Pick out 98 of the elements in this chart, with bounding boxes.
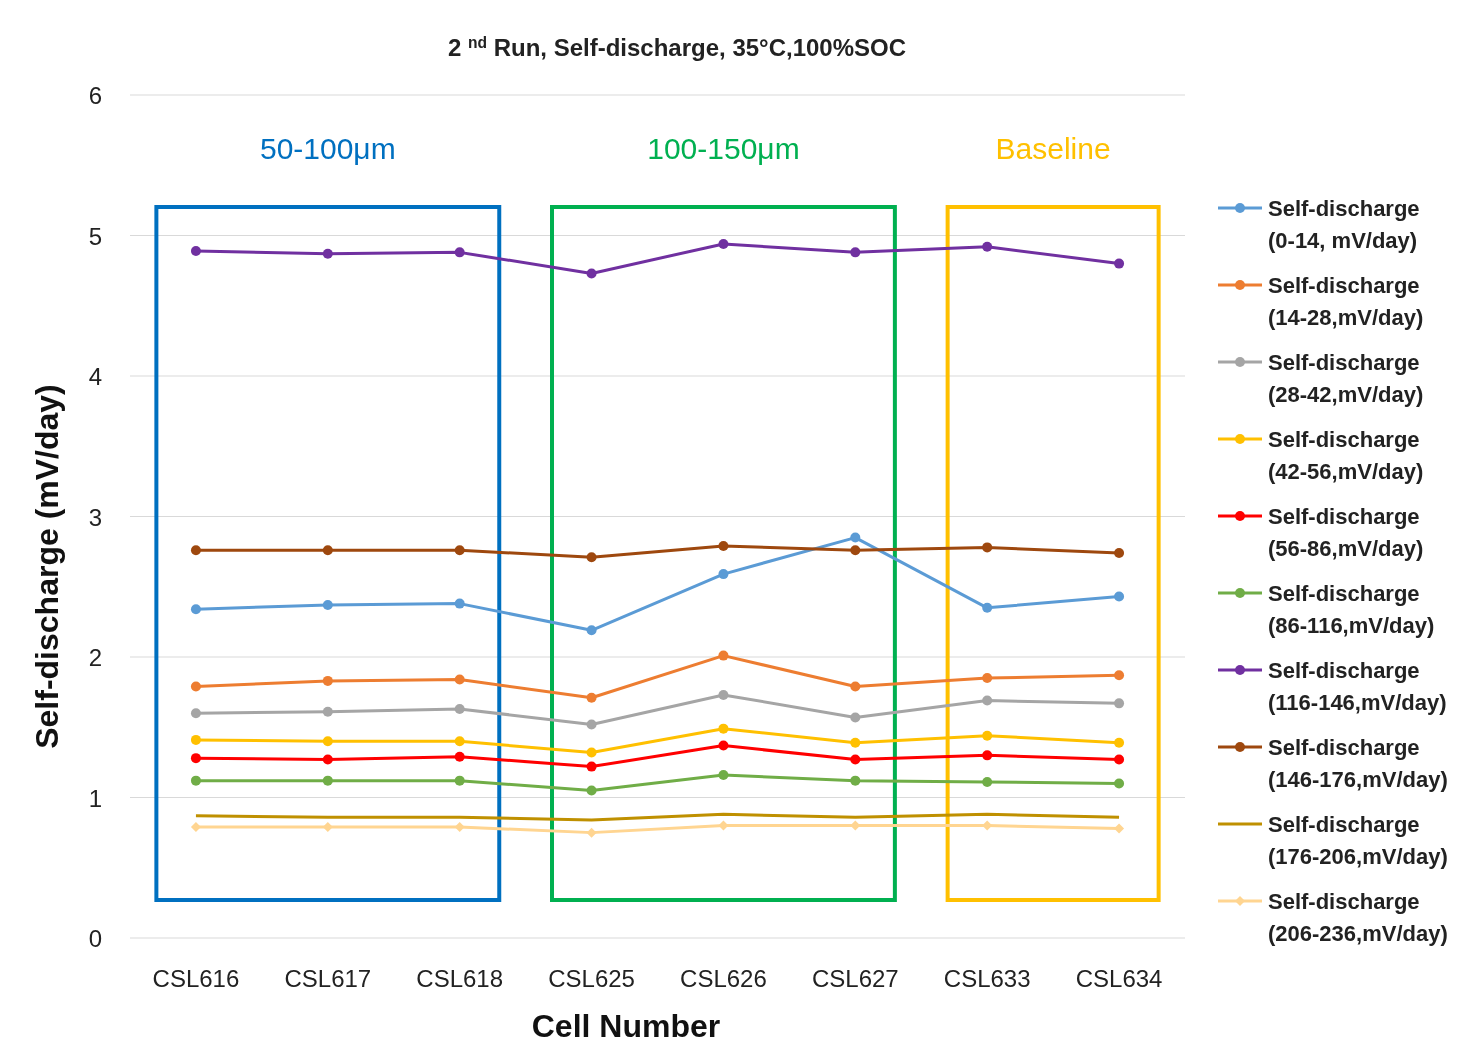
point <box>982 542 993 553</box>
point <box>850 681 861 692</box>
point <box>718 569 729 580</box>
point <box>718 770 729 781</box>
point <box>586 692 597 703</box>
point <box>1114 548 1125 559</box>
point <box>190 681 201 692</box>
point <box>586 268 597 279</box>
annotation: 100-150μm <box>647 132 800 165</box>
point <box>322 600 333 611</box>
point <box>850 737 861 748</box>
point <box>1114 754 1125 765</box>
point <box>586 785 597 796</box>
legend-label: Self-discharge (14-28,mV/day) <box>1268 273 1424 330</box>
y-tick-label: 3 <box>88 503 102 531</box>
point <box>1114 778 1125 789</box>
y-tick-label: 1 <box>88 784 102 812</box>
point <box>850 532 861 543</box>
x-tick-label: CSL634 <box>1075 965 1163 992</box>
x-tick-label: CSL618 <box>416 965 504 992</box>
legend-label: Self-discharge (56-86,mV/day) <box>1268 504 1424 561</box>
point <box>586 552 597 563</box>
point <box>1114 670 1125 681</box>
point <box>454 736 465 747</box>
point <box>190 708 201 719</box>
point <box>1114 737 1125 748</box>
point <box>322 754 333 765</box>
point <box>982 730 993 741</box>
legend-label: Self-discharge (0-14, mV/day) <box>1268 196 1420 253</box>
x-tick-label: CSL625 <box>548 965 635 992</box>
legend-label: Self-discharge (146-176,mV/day) <box>1268 735 1448 792</box>
point <box>1114 823 1125 834</box>
point <box>718 238 729 249</box>
point <box>718 650 729 661</box>
y-tick-label: 0 <box>88 925 102 952</box>
x-tick-label: CSL617 <box>284 965 372 992</box>
point <box>322 545 333 556</box>
point <box>718 541 729 552</box>
point <box>982 695 993 706</box>
point <box>1114 591 1125 602</box>
point <box>454 751 465 762</box>
y-axis-title: Self-discharge (mV/day) <box>29 384 65 749</box>
y-tick-label: 5 <box>88 222 102 250</box>
point <box>850 754 861 765</box>
point <box>586 625 597 636</box>
point <box>586 827 597 838</box>
point <box>322 675 333 686</box>
point <box>190 604 201 615</box>
y-tick-label: 4 <box>88 363 102 390</box>
x-tick-label: CSL626 <box>680 965 767 992</box>
x-tick-label: CSL627 <box>811 965 899 992</box>
point <box>982 750 993 761</box>
point <box>454 545 465 556</box>
point <box>850 712 861 723</box>
point <box>322 706 333 717</box>
point <box>190 245 201 256</box>
legend-label: Self-discharge (206-236,mV/day) <box>1268 889 1448 946</box>
legend-label: Self-discharge (42-56,mV/day) <box>1268 427 1424 484</box>
point <box>454 703 465 714</box>
point <box>190 545 201 556</box>
legend-label: Self-discharge (86-116,mV/day) <box>1268 581 1435 638</box>
point <box>982 241 993 252</box>
point <box>850 545 861 556</box>
point <box>586 761 597 772</box>
point <box>718 723 729 734</box>
point <box>322 736 333 747</box>
annotation: 50-100μm <box>259 132 396 165</box>
point <box>454 674 465 685</box>
point <box>190 734 201 745</box>
point <box>586 747 597 758</box>
point <box>322 248 333 259</box>
point <box>850 247 861 258</box>
point <box>454 598 465 609</box>
point <box>982 673 993 684</box>
point <box>586 719 597 730</box>
point <box>982 602 993 613</box>
chart-title: 2 $^{nd}$ Run, Self-discharge, 35°C,100%SOC <box>447 33 907 61</box>
point <box>1114 698 1125 709</box>
annotation: Baseline <box>995 132 1111 165</box>
legend-label: Self-discharge (28-42,mV/day) <box>1268 350 1424 407</box>
point <box>190 753 201 764</box>
x-tick-label: CSL616 <box>152 965 240 992</box>
point <box>718 689 729 700</box>
point <box>718 740 729 751</box>
x-axis-title: Cell Number <box>531 1008 721 1042</box>
point <box>322 775 333 786</box>
point <box>1114 258 1125 269</box>
point <box>850 775 861 786</box>
point <box>190 775 201 786</box>
x-tick-label: CSL633 <box>943 965 1031 992</box>
point <box>190 822 201 833</box>
legend-label: Self-discharge (176-206,mV/day) <box>1268 812 1448 869</box>
y-tick-label: 6 <box>88 82 102 109</box>
point <box>454 247 465 258</box>
point <box>982 777 993 788</box>
point <box>454 775 465 786</box>
y-tick-label: 2 <box>88 644 102 671</box>
legend-label: Self-discharge (116-146,mV/day) <box>1268 658 1447 715</box>
